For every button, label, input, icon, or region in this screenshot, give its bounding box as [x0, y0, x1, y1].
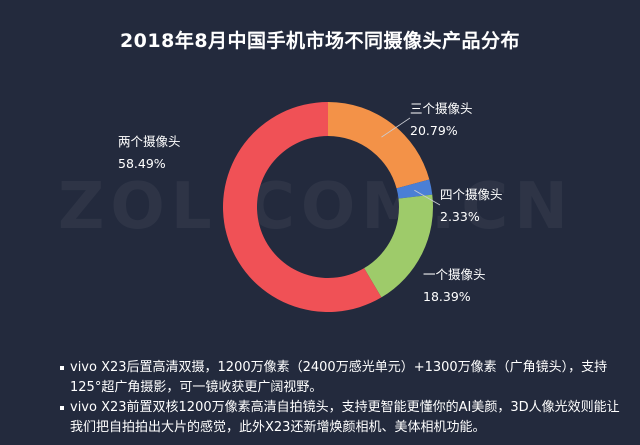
slice-one-camera	[364, 194, 434, 298]
slice-label-three-cameras: 三个摄像头 20.79%	[410, 101, 473, 139]
leader-line	[381, 117, 411, 138]
slice-label-one-camera: 一个摄像头 18.39%	[423, 267, 486, 305]
slice-two-cameras	[222, 102, 382, 313]
slice-name: 一个摄像头	[423, 267, 486, 282]
slice-percent: 20.79%	[410, 123, 458, 138]
note-item: vivo X23前置双核1200万像素高清自拍镜头，支持更智能更懂你的AI美颜，…	[60, 398, 630, 438]
notes-list: vivo X23后置高清双摄，1200万像素（2400万感光单元）+1300万像…	[60, 358, 630, 438]
slice-group	[222, 102, 434, 313]
slice-three-cameras	[328, 102, 430, 189]
slice-label-two-cameras: 两个摄像头 58.49%	[118, 134, 181, 172]
chart-title: 2018年8月中国手机市场不同摄像头产品分布	[119, 30, 521, 52]
leader-line	[414, 189, 441, 206]
slice-percent: 58.49%	[118, 156, 166, 171]
slice-percent: 18.39%	[423, 289, 471, 304]
watermark: ZOL.COM.CN	[58, 170, 574, 244]
slice-name: 三个摄像头	[410, 101, 473, 116]
slice-name: 四个摄像头	[440, 187, 503, 202]
slice-four-cameras	[396, 179, 433, 199]
leader-line-group	[381, 117, 441, 206]
slice-label-four-cameras: 四个摄像头 2.33%	[440, 187, 503, 225]
note-item: vivo X23后置高清双摄，1200万像素（2400万感光单元）+1300万像…	[60, 358, 630, 398]
slice-name: 两个摄像头	[118, 134, 181, 149]
slice-percent: 2.33%	[440, 209, 480, 224]
